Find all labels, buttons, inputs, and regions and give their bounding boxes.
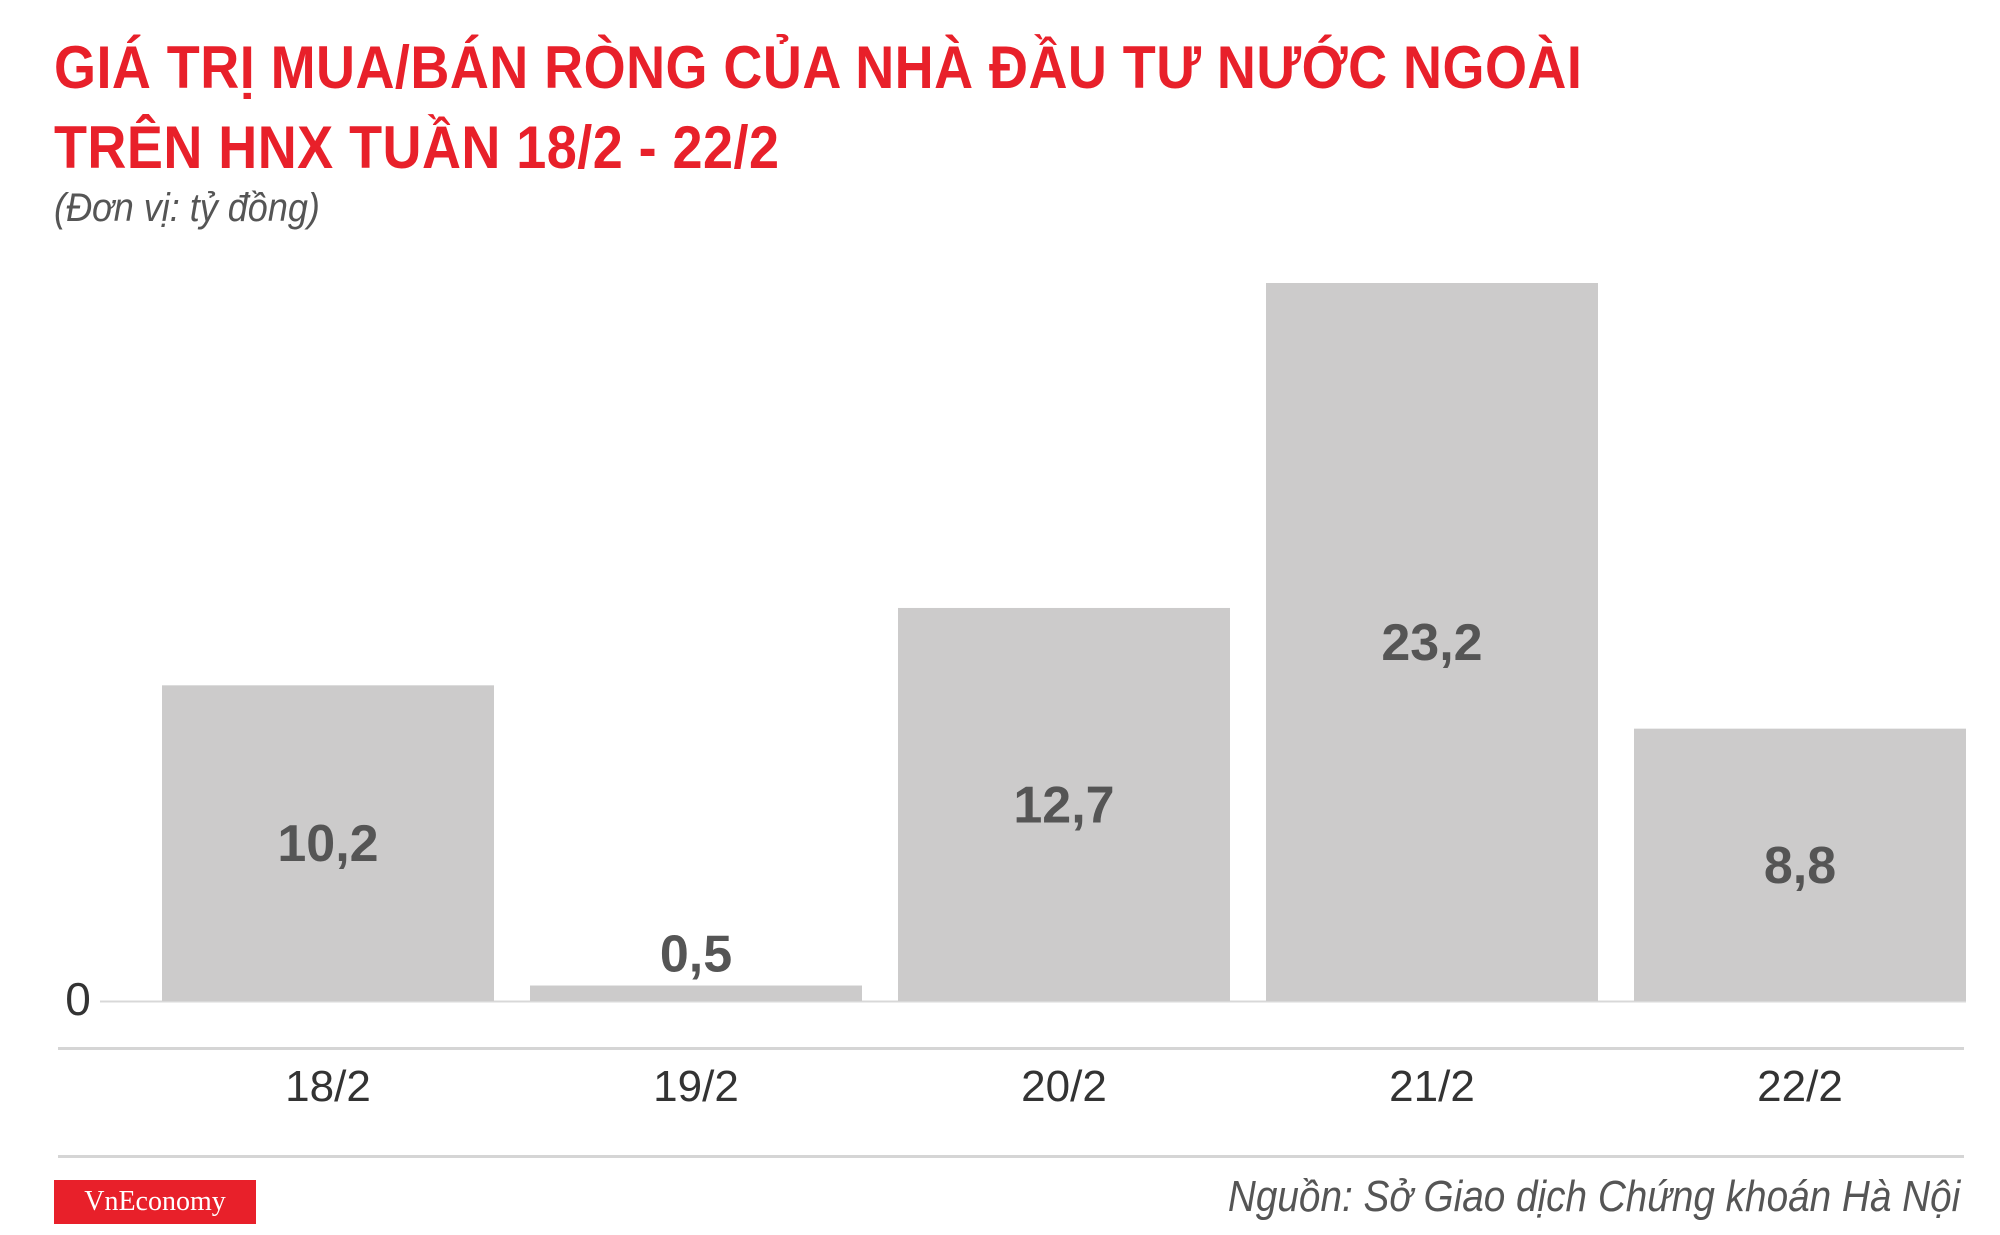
bar-value-label: 10,2 [277,815,378,873]
x-tick-label: 18/2 [285,1062,371,1111]
bar-value-label: 0,5 [660,926,732,984]
top-divider [58,1047,1964,1050]
title-line-1: GIÁ TRỊ MUA/BÁN RÒNG CỦA NHÀ ĐẦU TƯ NƯỚC… [54,34,1583,101]
unit-label: (Đơn vị: tỷ đồng) [54,186,320,230]
vneconomy-logo: VnEconomy [54,1180,256,1224]
bottom-divider [58,1155,1964,1158]
bar [1266,283,1598,1001]
bar [162,685,494,1001]
x-tick-label: 19/2 [653,1062,739,1111]
bar [898,607,1230,1001]
y-tick-label: 0 [65,973,91,1025]
bar [530,985,862,1001]
title-line-2: TRÊN HNX TUẦN 18/2 - 22/2 [54,114,780,181]
bar-value-label: 23,2 [1381,614,1482,672]
bar [1634,728,1966,1001]
x-tick-label: 22/2 [1757,1062,1843,1111]
x-tick-label: 21/2 [1389,1062,1475,1111]
bar-value-label: 8,8 [1764,837,1836,895]
bar-value-label: 12,7 [1013,776,1114,834]
x-tick-label: 20/2 [1021,1062,1107,1111]
source-note: Nguồn: Sở Giao dịch Chứng khoán Hà Nội [1227,1172,1960,1221]
chart-title: GIÁ TRỊ MUA/BÁN RÒNG CỦA NHÀ ĐẦU TƯ NƯỚC… [54,28,1582,188]
